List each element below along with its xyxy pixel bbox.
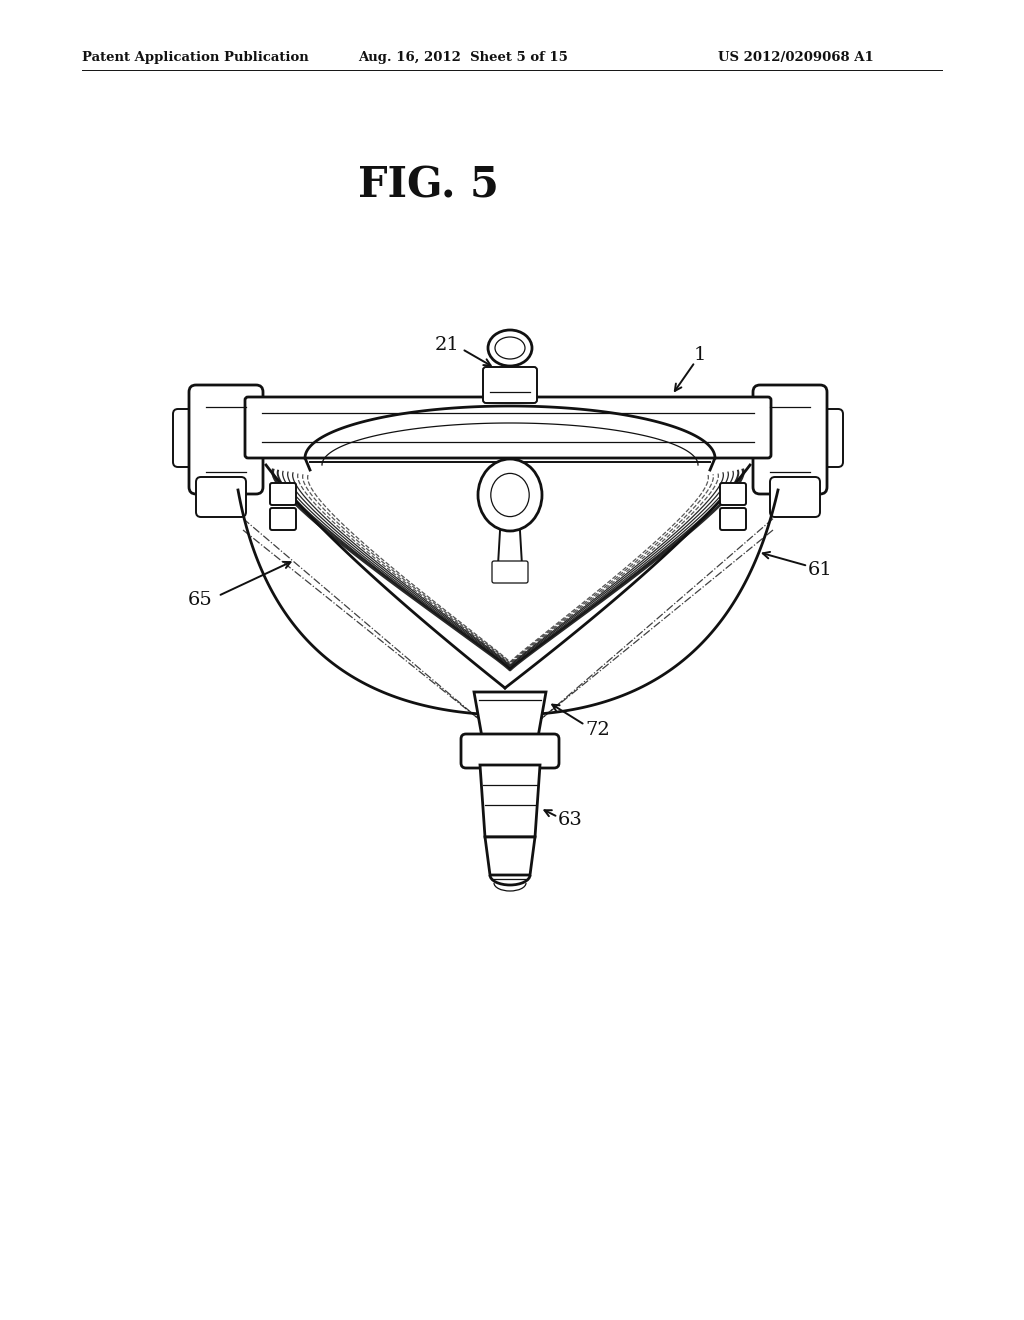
Text: FIG. 5: FIG. 5 <box>358 164 499 206</box>
FancyBboxPatch shape <box>770 477 820 517</box>
FancyBboxPatch shape <box>270 483 296 506</box>
FancyBboxPatch shape <box>483 367 537 403</box>
Text: 1: 1 <box>694 346 707 364</box>
FancyBboxPatch shape <box>461 734 559 768</box>
FancyBboxPatch shape <box>492 561 528 583</box>
Polygon shape <box>474 692 546 737</box>
Polygon shape <box>485 837 535 875</box>
Text: Patent Application Publication: Patent Application Publication <box>82 51 309 65</box>
Text: Aug. 16, 2012  Sheet 5 of 15: Aug. 16, 2012 Sheet 5 of 15 <box>358 51 568 65</box>
Polygon shape <box>480 766 540 837</box>
Text: 65: 65 <box>187 591 212 609</box>
FancyBboxPatch shape <box>720 483 746 506</box>
Text: 63: 63 <box>557 810 583 829</box>
FancyBboxPatch shape <box>196 477 246 517</box>
FancyBboxPatch shape <box>753 385 827 494</box>
FancyBboxPatch shape <box>245 397 771 458</box>
FancyBboxPatch shape <box>720 508 746 531</box>
FancyBboxPatch shape <box>173 409 203 467</box>
Ellipse shape <box>488 330 532 366</box>
Text: 72: 72 <box>586 721 610 739</box>
Ellipse shape <box>478 459 542 531</box>
Text: US 2012/0209068 A1: US 2012/0209068 A1 <box>718 51 873 65</box>
Text: 61: 61 <box>808 561 833 579</box>
FancyBboxPatch shape <box>270 508 296 531</box>
FancyBboxPatch shape <box>189 385 263 494</box>
Text: 21: 21 <box>434 337 460 354</box>
FancyBboxPatch shape <box>813 409 843 467</box>
